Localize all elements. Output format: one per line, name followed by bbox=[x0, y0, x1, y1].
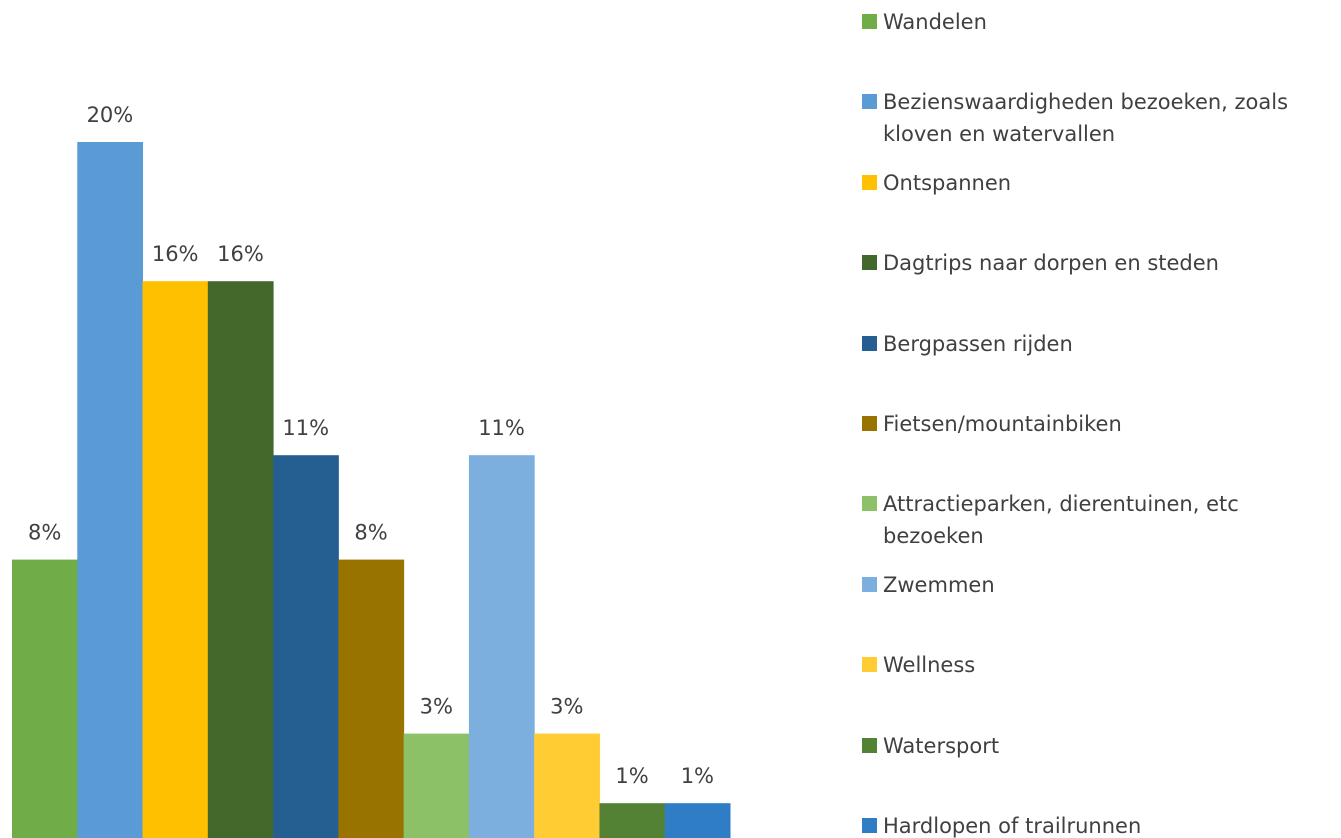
bar bbox=[599, 803, 666, 838]
legend-label: Wellness bbox=[883, 653, 976, 678]
legend-item: Zwemmen bbox=[862, 569, 1338, 601]
legend-label: Ontspannen bbox=[883, 170, 1012, 195]
legend-label: Zwemmen bbox=[883, 572, 995, 597]
legend-label: Bergpassen rijden bbox=[883, 331, 1073, 356]
legend-swatch bbox=[862, 576, 877, 592]
data-label: 16% bbox=[217, 242, 264, 266]
data-label: 8% bbox=[28, 521, 61, 545]
legend-item: Watersport bbox=[862, 730, 1338, 762]
legend-swatch bbox=[862, 14, 877, 29]
legend-swatch bbox=[862, 416, 877, 431]
bar bbox=[207, 281, 274, 838]
legend-swatch bbox=[862, 255, 877, 271]
bar bbox=[664, 803, 731, 838]
legend-label: Watersport bbox=[883, 733, 1000, 758]
legend-swatch bbox=[862, 818, 877, 833]
legend-item: Fietsen/mountainbiken bbox=[862, 408, 1338, 440]
legend-label: Dagtrips naar dorpen en steden bbox=[883, 251, 1219, 276]
legend-item: Hardlopen of trailrunnen bbox=[862, 810, 1338, 838]
legend-swatch bbox=[862, 174, 877, 190]
data-label: 11% bbox=[282, 416, 329, 440]
data-label: 1% bbox=[615, 764, 648, 788]
bar bbox=[12, 559, 78, 838]
legend-label: Attractieparken, dierentuinen, etc bezoe… bbox=[883, 492, 1239, 549]
legend-label: Bezienswaardigheden bezoeken, zoals klov… bbox=[883, 90, 1289, 147]
legend-item: Dagtrips naar dorpen en steden bbox=[862, 247, 1338, 279]
bar bbox=[77, 142, 144, 838]
legend-label: Wandelen bbox=[883, 10, 987, 34]
bar bbox=[338, 559, 405, 838]
legend-label: Fietsen/mountainbiken bbox=[883, 412, 1122, 436]
bar bbox=[403, 733, 470, 838]
legend-item: Attractieparken, dierentuinen, etc bezoe… bbox=[862, 488, 1338, 552]
legend-swatch bbox=[862, 496, 877, 512]
data-label: 3% bbox=[550, 695, 583, 719]
data-label: 16% bbox=[152, 242, 199, 266]
legend-swatch bbox=[862, 335, 877, 351]
data-label: 20% bbox=[87, 103, 134, 127]
data-label: 8% bbox=[354, 521, 387, 545]
data-label: 11% bbox=[478, 416, 525, 440]
legend-item: Ontspannen bbox=[862, 167, 1338, 199]
legend-swatch bbox=[862, 94, 877, 110]
legend-item: Wellness bbox=[862, 649, 1338, 681]
bar bbox=[468, 455, 535, 838]
legend-swatch bbox=[862, 737, 877, 753]
legend-item: Bezienswaardigheden bezoeken, zoals klov… bbox=[862, 86, 1338, 150]
plot: 8% 20% 16% 16% 11% 8% 3% 11% 3% 1% 1% bbox=[12, 103, 731, 838]
bar bbox=[273, 455, 339, 838]
legend-item: Wandelen bbox=[862, 6, 1338, 38]
legend-swatch bbox=[862, 657, 877, 673]
legend-label: Hardlopen of trailrunnen bbox=[883, 814, 1142, 838]
bar bbox=[142, 281, 209, 838]
bar bbox=[534, 733, 600, 838]
data-label: 3% bbox=[420, 695, 453, 719]
data-label: 1% bbox=[681, 764, 714, 788]
legend-item: Bergpassen rijden bbox=[862, 328, 1338, 360]
